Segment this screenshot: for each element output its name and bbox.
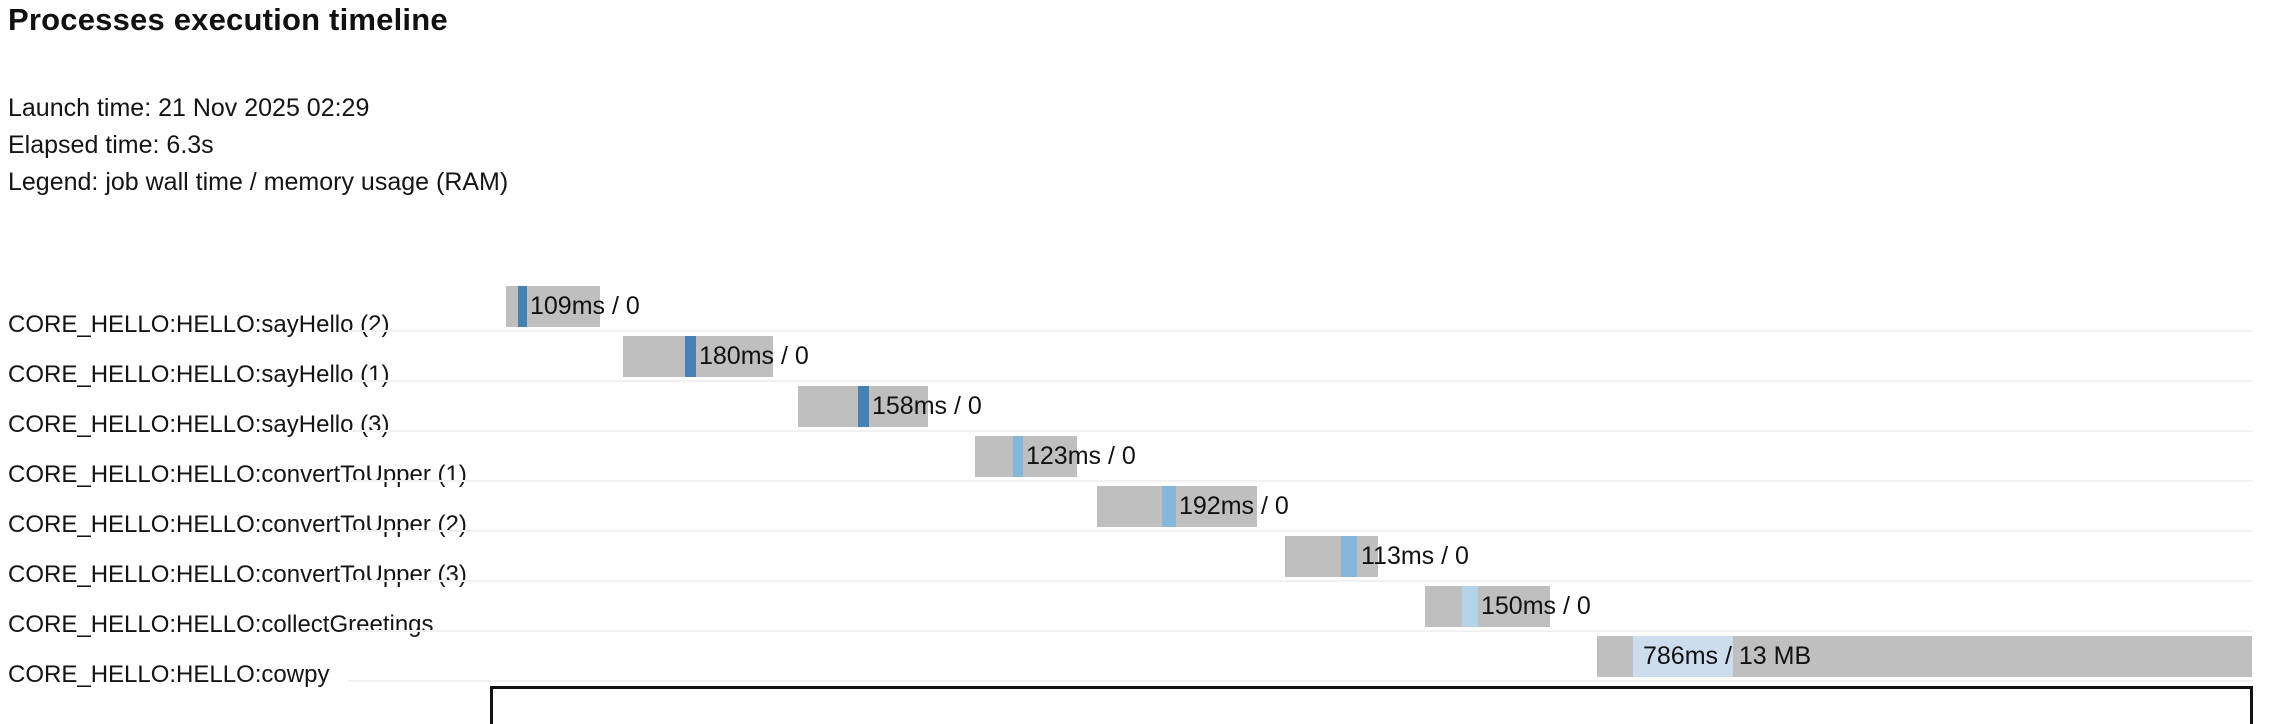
timeline-row: CORE_HELLO:HELLO:collectGreetings 150ms … [0,582,2284,638]
task-bar-value: 158ms / 0 [872,392,982,420]
task-bar-track [1097,486,1257,527]
timeline-row: CORE_HELLO:HELLO:convertToUpper (2) 192m… [0,482,2284,538]
timeline-rows: CORE_HELLO:HELLO:sayHello (2) 109ms / 0 … [0,282,2284,688]
task-bar-track [1285,536,1378,577]
task-bar-run-segment [1341,536,1357,577]
next-section-box [490,686,2253,724]
report-info-block: Launch time: 21 Nov 2025 02:29 Elapsed t… [8,90,508,201]
task-bar-value: 786ms / 13 MB [1643,642,1812,670]
task-bar-track [975,436,1077,477]
task-bar-track [623,336,773,377]
task-bar-value: 113ms / 0 [1361,542,1469,570]
page-title: Processes execution timeline [8,2,448,37]
timeline-row: CORE_HELLO:HELLO:convertToUpper (1) 123m… [0,432,2284,488]
elapsed-time-line: Elapsed time: 6.3s [8,131,214,159]
timeline-row: CORE_HELLO:HELLO:sayHello (3) 158ms / 0 [0,382,2284,438]
task-bar-run-segment [858,386,869,427]
task-label: CORE_HELLO:HELLO:convertToUpper (3) [8,561,467,588]
timeline-row: CORE_HELLO:HELLO:sayHello (1) 180ms / 0 [0,332,2284,388]
task-bar-value: 150ms / 0 [1481,592,1591,620]
task-bar-value: 192ms / 0 [1179,492,1289,520]
task-bar-run-segment [1462,586,1478,627]
task-label: CORE_HELLO:HELLO:convertToUpper (2) [8,511,467,538]
timeline-row: CORE_HELLO:HELLO:sayHello (2) 109ms / 0 [0,282,2284,338]
task-bar-run-segment [518,286,527,327]
task-label: CORE_HELLO:HELLO:cowpy [8,661,330,688]
task-label: CORE_HELLO:HELLO:sayHello (2) [8,311,390,338]
task-bar-value: 109ms / 0 [530,292,640,320]
task-bar-run-segment [685,336,696,377]
legend-line: Legend: job wall time / memory usage (RA… [8,168,509,196]
task-bar-run-segment [1013,436,1023,477]
timeline-row: CORE_HELLO:HELLO:convertToUpper (3) 113m… [0,532,2284,588]
task-bar-value: 123ms / 0 [1026,442,1136,470]
task-bar-value: 180ms / 0 [699,342,809,370]
task-label: CORE_HELLO:HELLO:convertToUpper (1) [8,461,467,488]
task-label: CORE_HELLO:HELLO:sayHello (1) [8,361,390,388]
timeline-row: CORE_HELLO:HELLO:cowpy 786ms / 13 MB [0,632,2284,688]
task-label: CORE_HELLO:HELLO:collectGreetings [8,611,434,638]
task-bar-track [1425,586,1550,627]
task-label: CORE_HELLO:HELLO:sayHello (3) [8,411,390,438]
task-bar-run-segment [1162,486,1176,527]
launch-time-line: Launch time: 21 Nov 2025 02:29 [8,94,370,122]
task-bar-run-segment [1633,636,1733,677]
